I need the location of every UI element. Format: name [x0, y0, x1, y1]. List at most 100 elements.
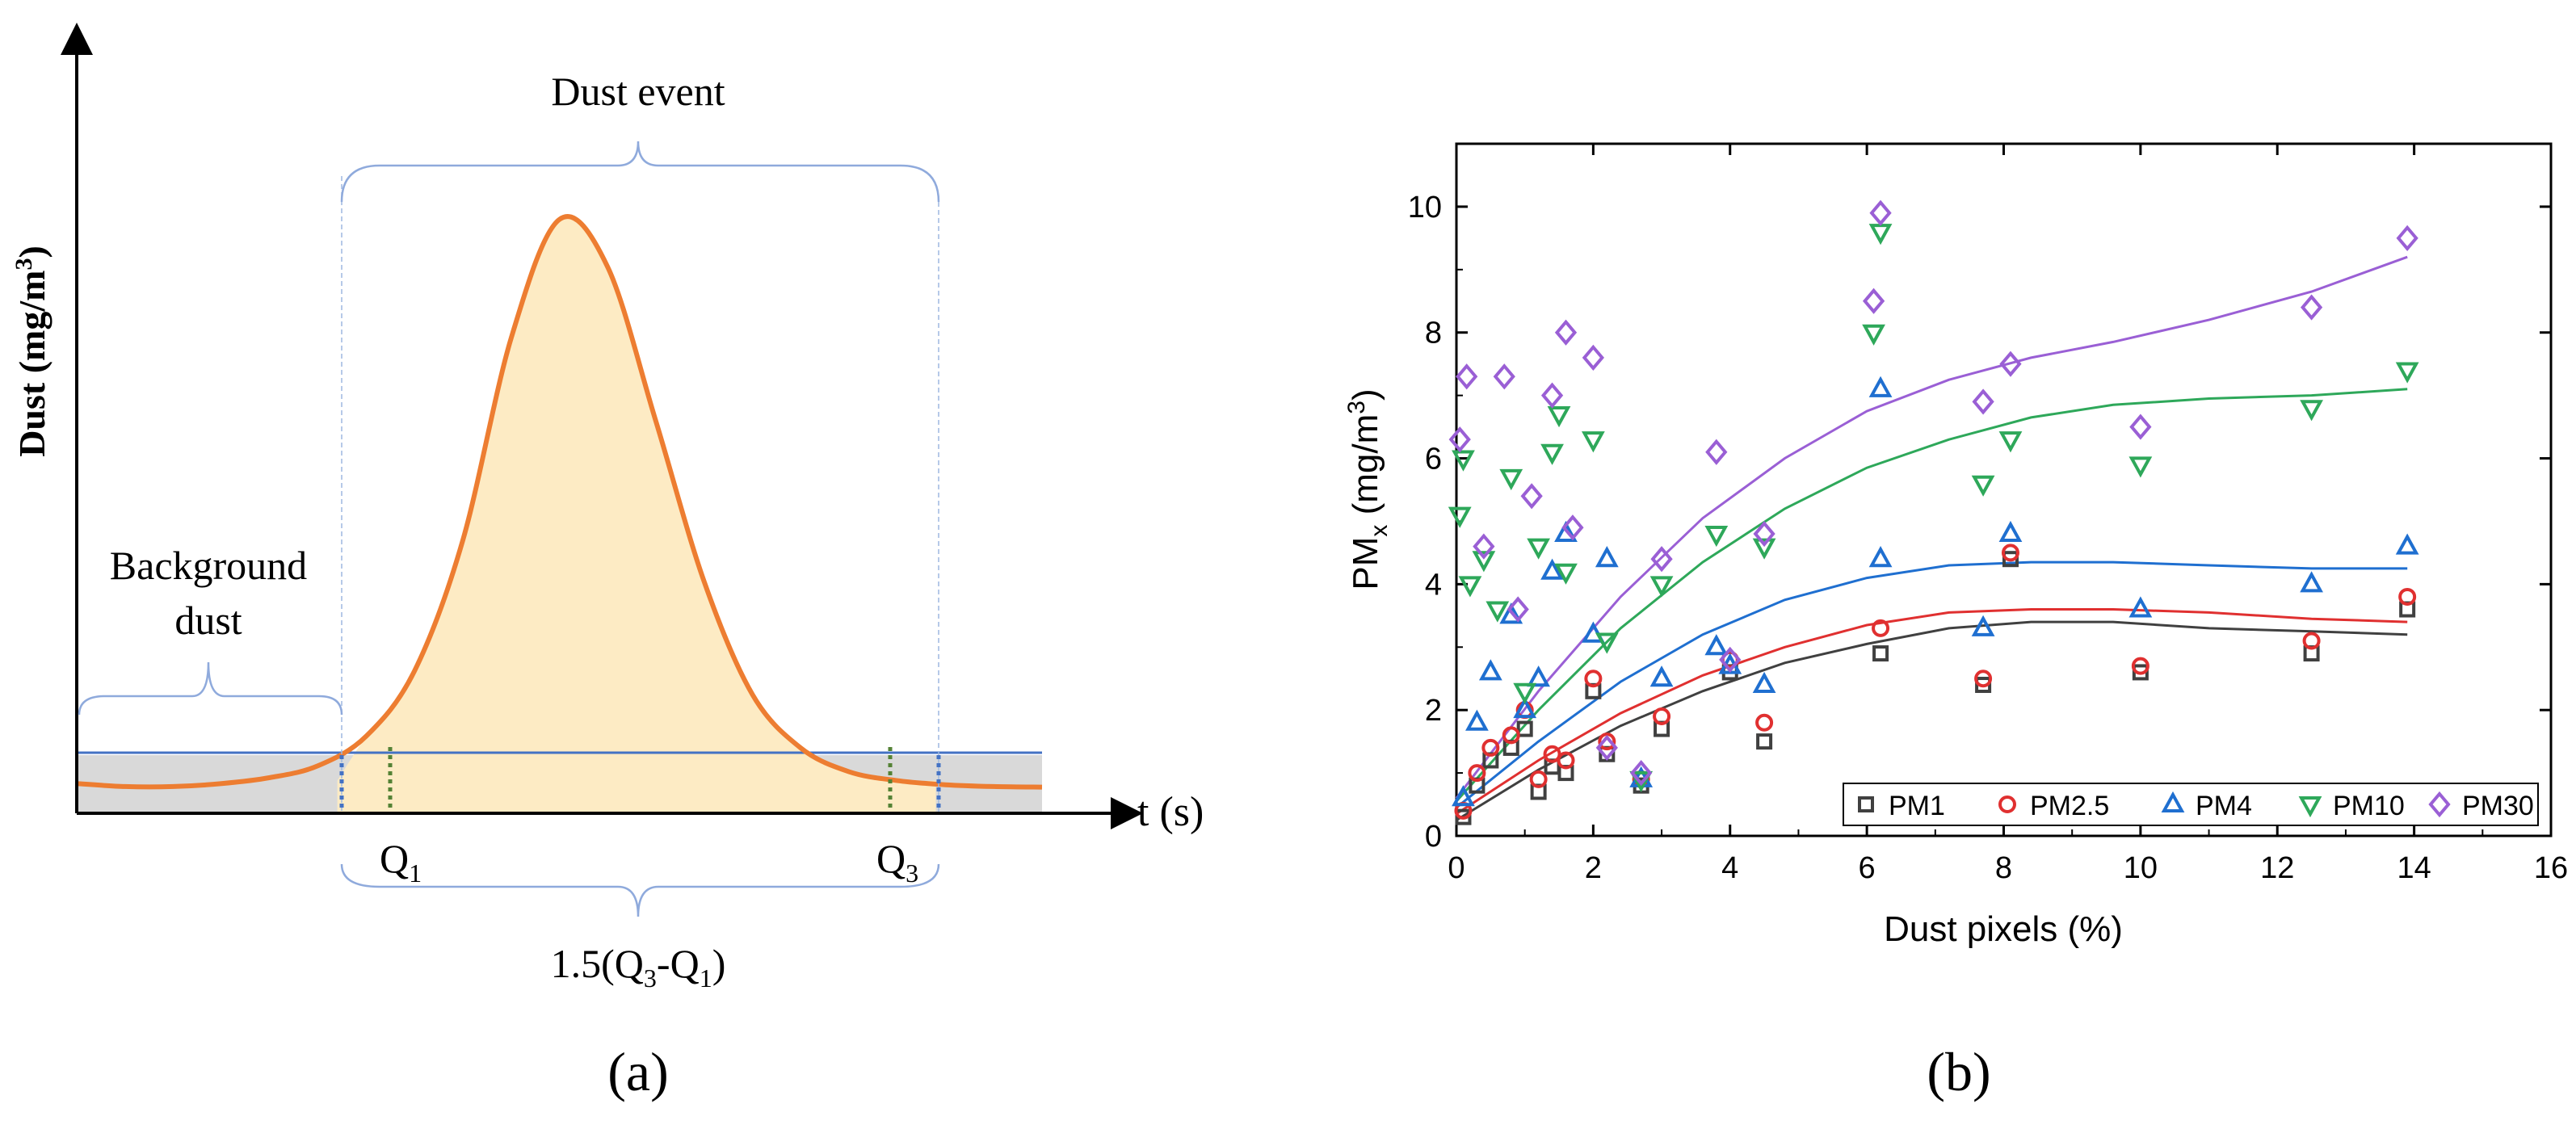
legend-label: PM1 [1889, 791, 1945, 821]
point-pm10 [1595, 632, 1619, 654]
point-pm30 [1719, 646, 1742, 673]
legend-label: PM4 [2196, 791, 2252, 821]
point-pm25 [1755, 713, 1774, 732]
point-pm30 [2129, 413, 2152, 440]
point-pm1 [2002, 551, 2019, 568]
y-tick-label: 10 [1408, 191, 1442, 225]
point-pm30 [1705, 439, 1728, 465]
point-pm1 [1872, 645, 1889, 662]
x-axis-label: t (s) [1137, 789, 1204, 835]
point-pm4 [1868, 546, 1893, 568]
point-pm10 [1486, 601, 1510, 623]
legend-label: PM2.5 [2030, 791, 2109, 821]
point-pm30 [1972, 388, 1994, 415]
point-pm25 [1529, 770, 1548, 788]
iqr-brace [340, 863, 940, 917]
point-pm30 [1554, 319, 1578, 346]
point-pm30 [1540, 382, 1564, 409]
dust-event-label: Dust event [551, 69, 725, 114]
point-pm4 [1527, 665, 1551, 687]
point-pm30 [2300, 294, 2323, 321]
panel-b-label: (b) [1927, 1041, 1990, 1102]
point-pm1 [1455, 808, 1472, 825]
point-pm10 [1448, 506, 1472, 528]
plot-area-frame [1455, 142, 2553, 837]
x-tick-label: 10 [2124, 851, 2158, 885]
legend-marker-pm4 [2161, 791, 2185, 812]
point-pm10 [1527, 538, 1551, 560]
panel-a-dust-event-schematic: Dust event Background dust Q1 Q3 1.5(Q3-… [11, 23, 1204, 1102]
point-pm10 [1629, 770, 1654, 793]
point-pm25 [1481, 738, 1500, 757]
point-pm4 [2128, 596, 2153, 618]
iqr-label: 1.5(Q3-Q1) [551, 941, 726, 993]
point-pm25 [1502, 726, 1520, 745]
point-pm10 [1862, 324, 1885, 346]
point-pm25 [1653, 707, 1671, 725]
legend-box [1843, 783, 2539, 826]
point-pm30 [1448, 426, 1471, 453]
point-pm25 [1598, 733, 1616, 751]
point-pm4 [1540, 558, 1564, 580]
legend-label: PM30 [2462, 791, 2534, 821]
point-pm1 [1756, 733, 1773, 750]
point-pm25 [1584, 670, 1603, 688]
point-pm30 [1630, 759, 1653, 787]
x-tick-label: 4 [1721, 851, 1738, 885]
y-tick-label: 6 [1425, 443, 1442, 476]
y-tick-label: 8 [1425, 317, 1442, 351]
y-tick-label: 0 [1425, 820, 1442, 854]
legend-marker-pm25 [1998, 795, 2016, 813]
y-tick-label: 2 [1425, 694, 1442, 728]
point-pm4 [1998, 520, 2023, 543]
point-pm10 [2128, 456, 2153, 478]
background-dust-brace [78, 661, 343, 716]
point-pm25 [1468, 764, 1486, 783]
legend-marker-pm30 [2428, 791, 2451, 818]
point-pm10 [1540, 443, 1564, 465]
fit-line-pm10 [1455, 388, 2408, 803]
point-pm10 [1998, 431, 2023, 453]
point-pm4 [1452, 785, 1475, 807]
point-pm10 [1752, 538, 1776, 560]
point-pm10 [1513, 682, 1537, 704]
x-tick-label: 8 [1995, 851, 2012, 885]
legend-marker-pm1 [1858, 796, 1874, 812]
background-dust-label-line1: Background [110, 543, 307, 588]
point-pm10 [1458, 576, 1482, 598]
legend-label: PM10 [2333, 791, 2405, 821]
point-pm4 [1554, 520, 1578, 543]
point-pm1 [1975, 677, 1992, 694]
point-pm4 [1704, 634, 1729, 656]
point-pm10 [1499, 468, 1523, 491]
point-pm4 [1649, 665, 1674, 687]
point-pm4 [1971, 615, 1995, 636]
point-pm30 [1473, 533, 1495, 560]
point-pm4 [1868, 376, 1893, 397]
point-pm1 [2132, 664, 2149, 681]
y-tick-label: 4 [1425, 568, 1442, 602]
axis-ticks: 0 2 4 6 8 10 12 14 16 0 2 4 6 8 10 [1408, 143, 2568, 885]
point-pm30 [1561, 514, 1584, 541]
point-pm25 [1974, 670, 1993, 688]
point-pm30 [1869, 199, 1892, 226]
fit-line-pm25 [1456, 608, 2408, 815]
point-pm25 [2398, 587, 2417, 606]
point-pm25 [2131, 657, 2149, 675]
x-axis-label: Dust pixels (%) [1884, 909, 2123, 949]
panel-a-label: (a) [607, 1041, 668, 1102]
y-axis-label: PMx (mg/m3) [1343, 388, 1393, 590]
point-pm30 [1753, 520, 1775, 548]
point-pm10 [1649, 576, 1674, 598]
point-pm1 [1516, 720, 1533, 737]
point-pm10 [1547, 406, 1571, 428]
x-tick-label: 14 [2397, 851, 2431, 885]
legend: PM1 PM2.5 PM4 PM10 PM30 [1843, 783, 2539, 826]
point-pm10 [1868, 224, 1893, 246]
point-pm10 [1581, 431, 1605, 453]
dust-event-brace [340, 141, 940, 203]
point-pm30 [1493, 363, 1515, 390]
dust-event-area [337, 216, 936, 813]
point-pm30 [1507, 596, 1529, 623]
